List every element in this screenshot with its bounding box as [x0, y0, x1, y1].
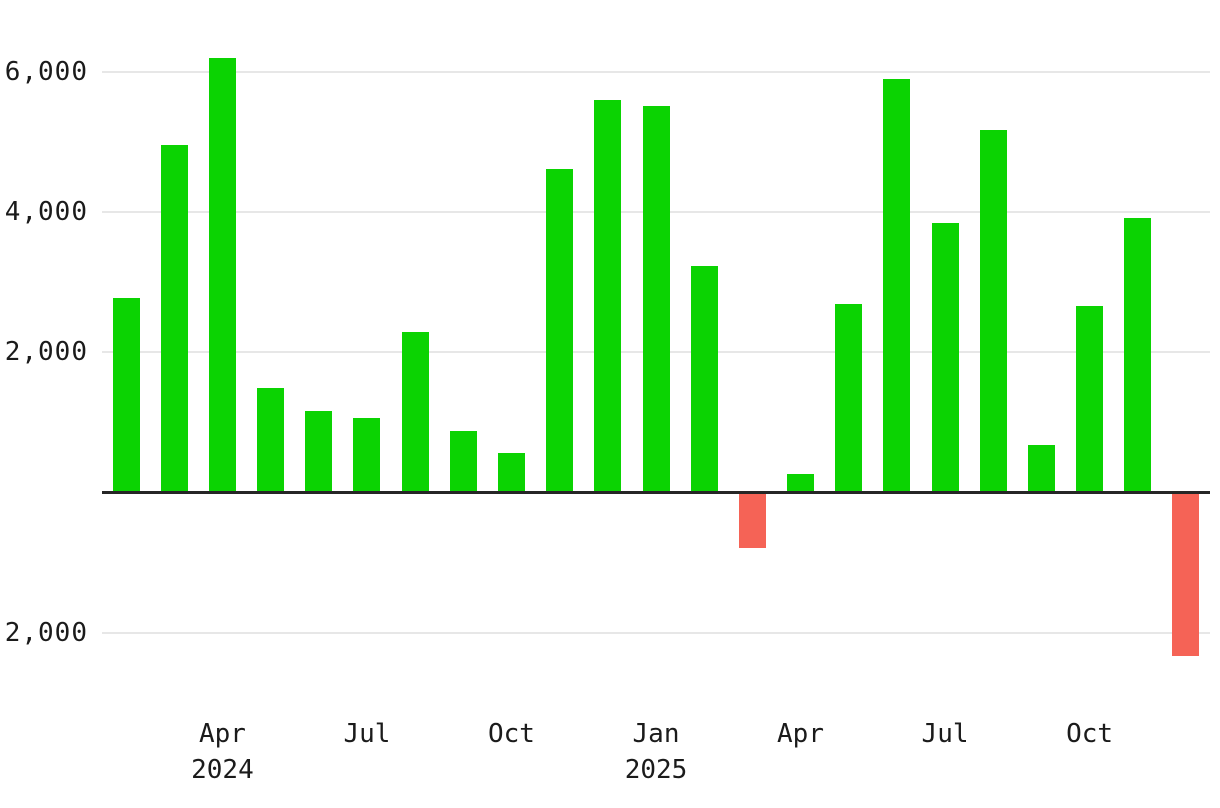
x-tick-label: Oct [487, 719, 535, 749]
bar-aug-2025 [979, 129, 1007, 493]
bar-feb-2024 [112, 297, 140, 493]
bar-feb-2025 [690, 266, 718, 493]
bar-dec-2024 [594, 99, 622, 493]
bar-jul-2024 [353, 418, 381, 493]
bar-mar-2025 [738, 492, 766, 548]
x-axis-labels: Apr 2024 Jul Oct Jan 2025 Apr Jul Oct [0, 700, 1220, 808]
x-tick-label: Jan 2025 [624, 719, 688, 785]
plot-area: 6,000 4,000 2,000 2,000 [4, 56, 1210, 657]
bar-jun-2024 [305, 411, 333, 493]
bar-nov-2025 [1124, 217, 1152, 493]
y-tick-label: 6,000 [4, 56, 88, 87]
bar-may-2025 [835, 304, 863, 493]
bar-may-2024 [257, 387, 285, 493]
bar-jun-2025 [883, 79, 911, 493]
bar-sep-2024 [449, 431, 477, 493]
x-tick-label: Jul [921, 719, 969, 749]
bar-aug-2024 [401, 332, 429, 493]
y-tick-label: 2,000 [4, 618, 88, 649]
bar-jan-2025 [642, 106, 670, 493]
bar-mar-2024 [160, 144, 188, 493]
bar-nov-2024 [546, 168, 574, 493]
bar-apr-2025 [787, 473, 815, 493]
bar-oct-2024 [497, 452, 525, 493]
x-tick-label: Apr 2024 [191, 719, 254, 785]
x-tick-label: Jul [343, 719, 391, 749]
zero-axis-line [102, 491, 1210, 495]
x-tick-label: Oct [1066, 719, 1114, 749]
x-tick-label: Apr [777, 719, 824, 749]
bar-dec-2025 [1172, 492, 1200, 657]
y-tick-label: 4,000 [4, 197, 88, 228]
bar-oct-2025 [1076, 306, 1104, 493]
y-tick-label: 2,000 [4, 337, 88, 368]
gridline-6000 [102, 70, 1210, 73]
bar-jul-2025 [931, 223, 959, 493]
bar-sep-2025 [1027, 445, 1055, 493]
gridline--2000 [102, 632, 1210, 635]
bar-apr-2024 [208, 58, 236, 493]
